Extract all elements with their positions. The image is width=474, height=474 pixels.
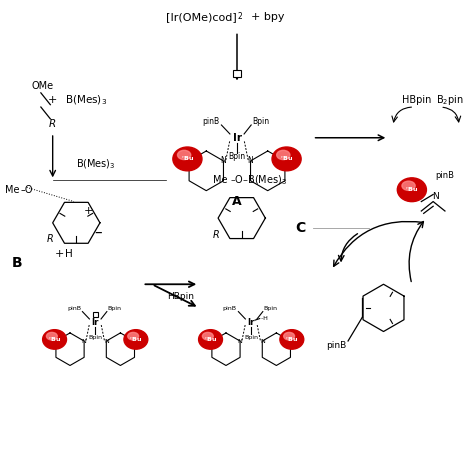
Text: pinB: pinB (202, 117, 219, 126)
Ellipse shape (173, 147, 202, 171)
Text: pinB: pinB (326, 341, 346, 350)
Text: + bpy: + bpy (251, 12, 285, 22)
Text: Ir: Ir (247, 318, 255, 327)
Text: pinB: pinB (223, 306, 237, 311)
Text: Bpin: Bpin (228, 152, 246, 161)
Text: Bpin: Bpin (264, 306, 278, 311)
Text: OMe: OMe (31, 81, 54, 91)
Text: $^n$Bu: $^n$Bu (181, 155, 194, 163)
Text: –H: –H (261, 316, 269, 321)
Ellipse shape (272, 147, 301, 171)
Text: C: C (296, 220, 306, 235)
Ellipse shape (46, 332, 57, 340)
Text: Me: Me (213, 175, 228, 185)
Ellipse shape (277, 150, 290, 160)
Text: pinB: pinB (436, 171, 455, 180)
Ellipse shape (397, 178, 427, 201)
Text: R: R (212, 229, 219, 240)
Text: –: – (94, 225, 101, 240)
Text: +: + (48, 95, 57, 105)
Text: Bpin: Bpin (252, 117, 269, 126)
Ellipse shape (43, 329, 66, 349)
Text: B: B (12, 256, 23, 270)
Text: B(Mes)$_3$: B(Mes)$_3$ (65, 93, 107, 107)
Text: N: N (247, 156, 254, 165)
Bar (92, 312, 98, 318)
Text: R: R (47, 234, 54, 245)
Text: [Ir(OMe)cod]: [Ir(OMe)cod] (166, 12, 237, 22)
Text: $^n$Bu: $^n$Bu (405, 186, 419, 194)
Text: $^n$Bu: $^n$Bu (129, 335, 143, 344)
Text: $^n$Bu: $^n$Bu (285, 335, 299, 344)
Text: HBpin: HBpin (167, 292, 194, 301)
Text: N: N (237, 338, 243, 344)
Ellipse shape (284, 332, 294, 340)
Ellipse shape (202, 332, 213, 340)
Text: –O–B(Mes)$_3$: –O–B(Mes)$_3$ (230, 173, 287, 187)
Text: pinB: pinB (67, 306, 81, 311)
Text: B(Mes)$_3$: B(Mes)$_3$ (76, 157, 116, 171)
Text: H: H (65, 248, 73, 258)
Text: N: N (104, 338, 109, 344)
Text: $^n$Bu: $^n$Bu (204, 335, 218, 344)
Text: +: + (83, 206, 93, 216)
Text: N: N (260, 338, 264, 344)
Ellipse shape (402, 181, 415, 191)
Ellipse shape (177, 150, 191, 160)
Ellipse shape (128, 332, 138, 340)
Text: 2: 2 (238, 11, 243, 20)
Ellipse shape (280, 329, 304, 349)
Text: B$_2$pin: B$_2$pin (436, 93, 464, 107)
Text: Bpin: Bpin (244, 335, 258, 340)
Text: N: N (432, 192, 439, 201)
Text: Ir: Ir (233, 133, 241, 143)
Ellipse shape (124, 329, 148, 349)
Text: $^n$Bu: $^n$Bu (48, 335, 62, 344)
Text: Me: Me (5, 185, 19, 195)
Text: N: N (220, 156, 227, 165)
Text: A: A (232, 195, 242, 208)
Text: Bpin: Bpin (88, 335, 102, 340)
Text: Bpin: Bpin (108, 306, 122, 311)
Ellipse shape (199, 329, 222, 349)
Text: $^n$Bu: $^n$Bu (280, 155, 293, 163)
Text: +: + (55, 248, 64, 258)
Text: HBpin: HBpin (402, 95, 431, 105)
Text: R: R (49, 118, 56, 128)
Text: –O: –O (20, 185, 33, 195)
Text: Ir: Ir (91, 318, 99, 327)
Bar (234, 70, 240, 77)
Text: N: N (82, 338, 86, 344)
